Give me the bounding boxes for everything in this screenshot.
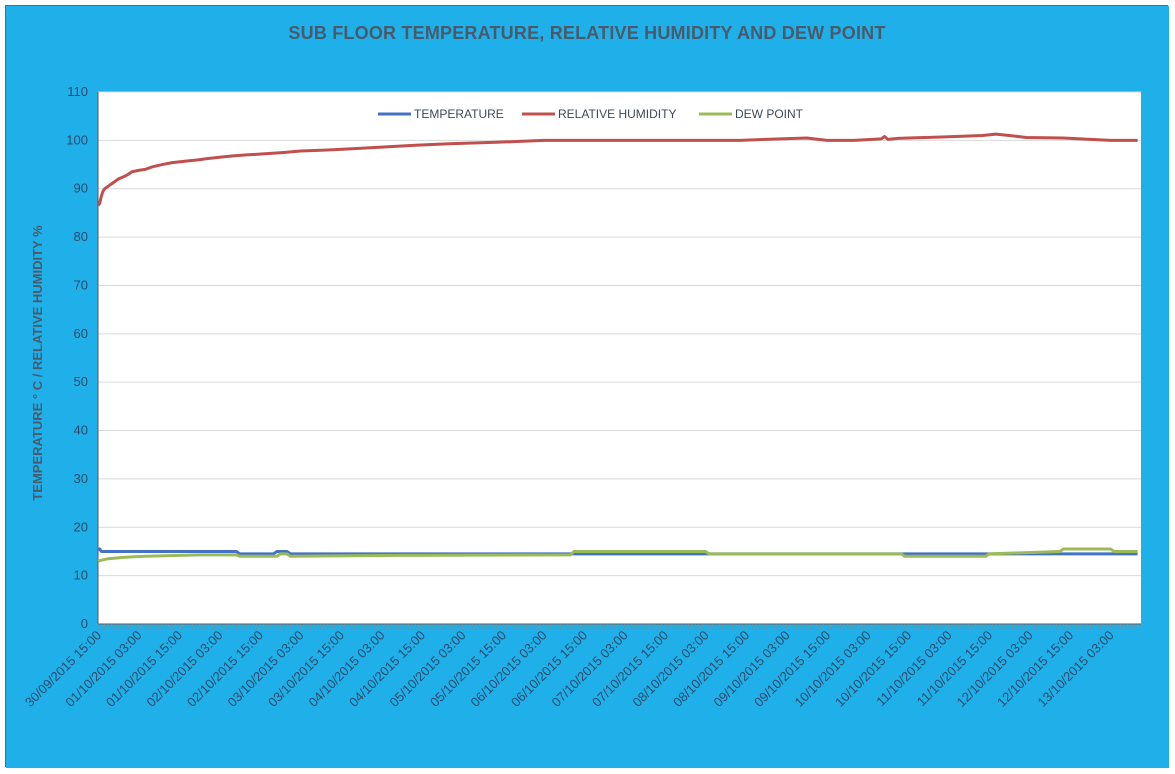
chart-frame: SUB FLOOR TEMPERATURE, RELATIVE HUMIDITY… — [5, 5, 1169, 768]
series-line-relative-humidity — [96, 132, 1138, 207]
legend-label: TEMPERATURE — [414, 107, 504, 121]
y-tick-label: 100 — [66, 132, 88, 147]
y-tick-label: 30 — [74, 471, 88, 486]
y-tick-label: 20 — [74, 519, 88, 534]
y-tick-label: 40 — [74, 423, 88, 438]
axes — [97, 92, 1142, 629]
y-tick-label: 80 — [74, 229, 88, 244]
y-tick-label: 60 — [74, 326, 88, 341]
series-line-temperature — [98, 547, 1138, 556]
y-tick-label: 110 — [67, 84, 88, 99]
legend-label: RELATIVE HUMIDITY — [558, 107, 676, 121]
series-lines — [96, 132, 1138, 563]
y-tick-label: 50 — [74, 374, 88, 389]
series-line-dew-point — [97, 547, 1138, 563]
y-tick-label: 0 — [81, 616, 88, 631]
legend-label: DEW POINT — [735, 107, 804, 121]
plot-area — [98, 92, 1141, 624]
chart-title: SUB FLOOR TEMPERATURE, RELATIVE HUMIDITY… — [288, 23, 885, 43]
y-axis-label: TEMPERATURE ° C / RELATIVE HUMIDITY % — [30, 225, 45, 501]
chart-svg: SUB FLOOR TEMPERATURE, RELATIVE HUMIDITY… — [6, 6, 1169, 768]
y-tick-labels: 0 10 20 30 40 50 60 70 80 90 100 110 — [66, 84, 88, 631]
y-tick-label: 90 — [74, 181, 88, 196]
legend: TEMPERATURE RELATIVE HUMIDITY DEW POINT — [378, 107, 804, 121]
y-tick-label: 10 — [74, 568, 88, 583]
y-tick-label: 70 — [74, 277, 88, 292]
x-axis-ticks — [97, 624, 1142, 629]
